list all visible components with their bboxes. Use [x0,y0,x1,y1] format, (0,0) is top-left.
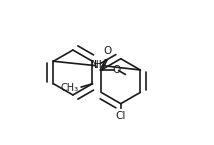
Text: Cl: Cl [116,111,126,121]
Text: O: O [112,65,121,75]
Text: O: O [103,46,111,56]
Text: H: H [94,60,102,70]
Text: N: N [91,60,99,70]
Text: CH₃: CH₃ [61,83,79,93]
